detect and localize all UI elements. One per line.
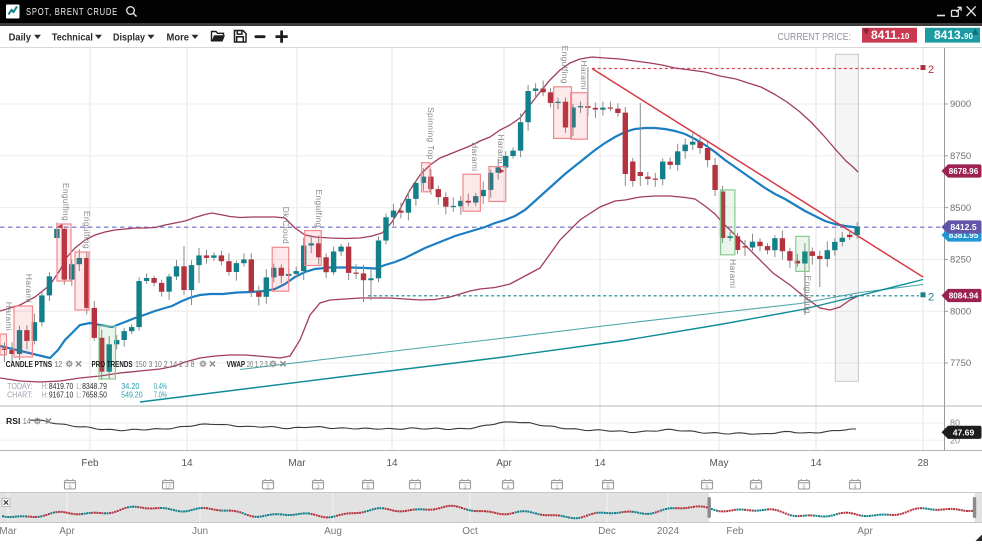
svg-text:2: 2: [928, 64, 934, 76]
svg-text:28: 28: [917, 458, 929, 469]
svg-text:2: 2: [928, 292, 934, 304]
svg-text:549.20: 549.20: [121, 390, 143, 399]
svg-text:6: 6: [68, 484, 71, 490]
svg-text:3: 3: [463, 484, 466, 490]
svg-text:Engulfing: Engulfing: [82, 211, 92, 249]
svg-text:May: May: [710, 458, 729, 469]
svg-text:CHART:: CHART:: [7, 390, 32, 399]
svg-text:8348.79: 8348.79: [82, 382, 107, 391]
svg-text:5: 5: [802, 484, 805, 490]
svg-text:8413.90: 8413.90: [934, 28, 973, 42]
svg-text:Engulfing: Engulfing: [61, 183, 71, 221]
svg-text:8750: 8750: [950, 151, 971, 162]
svg-text:47.69: 47.69: [953, 427, 975, 437]
svg-text:4: 4: [506, 484, 509, 490]
svg-text:Dk Cloud: Dk Cloud: [281, 207, 291, 244]
svg-text:0.4%: 0.4%: [154, 382, 167, 391]
svg-text:1: 1: [555, 484, 558, 490]
svg-text:Display: Display: [113, 32, 145, 44]
svg-text:6: 6: [366, 484, 369, 490]
svg-text:3: 3: [316, 484, 319, 490]
svg-text:PRO TRENDS: PRO TRENDS: [92, 359, 133, 369]
svg-text:14: 14: [181, 458, 193, 469]
svg-text:7750: 7750: [950, 358, 971, 369]
svg-text:Spinning Top: Spinning Top: [426, 107, 436, 160]
svg-text:Engulfing: Engulfing: [803, 276, 813, 314]
svg-text:20: 20: [950, 436, 960, 446]
svg-text:8419.70: 8419.70: [49, 382, 74, 391]
svg-text:14: 14: [23, 417, 31, 426]
svg-text:Apr: Apr: [59, 526, 75, 537]
svg-text:14: 14: [810, 458, 822, 469]
svg-text:8412.5: 8412.5: [950, 222, 977, 232]
svg-text:Dec: Dec: [598, 526, 616, 537]
svg-text:Harami: Harami: [470, 142, 480, 171]
svg-text:CANDLE PTNS: CANDLE PTNS: [6, 359, 53, 369]
svg-text:8411.10: 8411.10: [871, 28, 910, 42]
svg-text:9000: 9000: [950, 99, 971, 110]
svg-text:4: 4: [853, 484, 856, 490]
svg-text:7: 7: [413, 484, 416, 490]
svg-text:Harami: Harami: [728, 259, 738, 288]
svg-text:14: 14: [386, 458, 398, 469]
svg-text:H:: H:: [42, 390, 48, 399]
svg-text:Oct: Oct: [462, 526, 478, 537]
svg-text:Daily: Daily: [9, 32, 32, 44]
svg-text:TODAY:: TODAY:: [7, 382, 32, 391]
svg-text:2024: 2024: [657, 526, 680, 537]
svg-text:Technical: Technical: [52, 32, 93, 44]
svg-text:L:: L:: [76, 390, 81, 399]
svg-text:34.20: 34.20: [121, 382, 140, 391]
svg-text:VWAP: VWAP: [227, 359, 246, 369]
svg-text:SPOT, BRENT CRUDE: SPOT, BRENT CRUDE: [26, 7, 118, 18]
svg-text:80: 80: [950, 418, 960, 428]
svg-text:20 1 2 3: 20 1 2 3: [247, 360, 268, 369]
svg-text:12: 12: [54, 360, 62, 369]
svg-text:8678.96: 8678.96: [949, 167, 979, 176]
svg-text:Harami: Harami: [4, 302, 14, 331]
svg-text:Aug: Aug: [324, 526, 342, 537]
svg-text:Jun: Jun: [192, 526, 208, 537]
svg-text:H:: H:: [42, 382, 48, 391]
svg-text:8381.95: 8381.95: [949, 231, 979, 240]
svg-text:14: 14: [594, 458, 606, 469]
svg-text:8000: 8000: [950, 307, 971, 318]
svg-text:Mar: Mar: [0, 526, 17, 537]
svg-text:7658.50: 7658.50: [82, 390, 107, 399]
svg-text:Apr: Apr: [496, 458, 512, 469]
svg-text:7.0%: 7.0%: [154, 390, 167, 399]
svg-text:Harami: Harami: [579, 60, 589, 89]
svg-text:Apr: Apr: [857, 526, 873, 537]
svg-text:2: 2: [266, 484, 269, 490]
svg-text:8500: 8500: [950, 203, 971, 214]
svg-text:8084.94: 8084.94: [949, 292, 979, 301]
svg-text:6: 6: [606, 484, 609, 490]
svg-text:Harami: Harami: [24, 274, 34, 303]
svg-text:Engulfing: Engulfing: [560, 46, 570, 84]
svg-text:Feb: Feb: [726, 526, 744, 537]
svg-text:Feb: Feb: [81, 458, 99, 469]
svg-text:RSI: RSI: [6, 416, 20, 426]
svg-text:L:: L:: [76, 382, 81, 391]
svg-text:CURRENT PRICE:: CURRENT PRICE:: [778, 32, 852, 43]
svg-text:6: 6: [705, 484, 708, 490]
svg-text:4: 4: [754, 484, 757, 490]
svg-text:Engulfing: Engulfing: [314, 189, 324, 227]
svg-text:12: 12: [165, 484, 171, 490]
svg-text:Mar: Mar: [288, 458, 306, 469]
svg-text:8250: 8250: [950, 255, 971, 266]
svg-text:9167.10: 9167.10: [49, 390, 74, 399]
svg-text:Harami: Harami: [496, 134, 506, 163]
svg-text:150 3 10 2 14 2 3 8: 150 3 10 2 14 2 3 8: [135, 360, 195, 369]
svg-text:More: More: [167, 32, 190, 44]
